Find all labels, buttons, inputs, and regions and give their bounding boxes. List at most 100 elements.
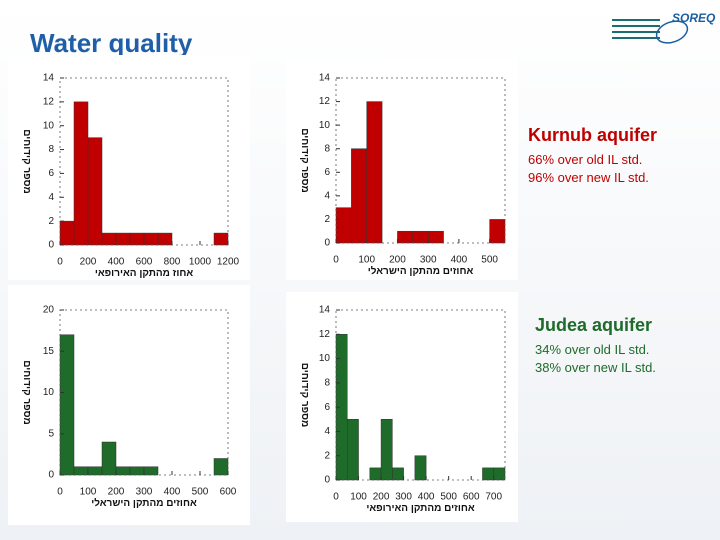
bar [493,467,506,481]
y-tick-label: 14 [319,73,331,84]
panel-background [286,58,518,280]
y-tick-label: 4 [324,426,330,437]
x-tick-label: 600 [463,492,480,503]
bar [412,230,429,244]
y-tick-label: 0 [324,238,330,249]
x-tick-label: 200 [373,492,390,503]
y-axis-label: מספר קידוחים [21,129,32,194]
y-tick-label: 0 [324,475,330,486]
y-tick-label: 10 [319,120,331,131]
bar [87,466,103,476]
bar [59,220,75,246]
bar [143,232,159,246]
x-tick-label: 300 [136,487,153,498]
y-tick-label: 20 [43,305,55,316]
x-tick-label: 100 [358,255,375,266]
slide-title: Water quality [30,28,193,58]
x-tick-label: 0 [57,257,63,268]
x-tick-label: 0 [333,255,339,266]
bar [369,467,382,481]
x-tick-label: 1200 [217,257,240,268]
bar [392,467,404,481]
note-heading: Kurnub aquifer [528,125,657,145]
x-tick-label: 400 [108,257,125,268]
x-tick-label: 400 [418,492,435,503]
x-tick-label: 300 [395,492,412,503]
bar [414,455,427,481]
bar [115,232,131,246]
x-tick-label: 300 [420,255,437,266]
bar [73,101,89,246]
bar [129,466,145,476]
x-axis-label: אחוזים מהתקן הישראלי [368,265,474,277]
x-tick-label: 0 [57,487,63,498]
x-tick-label: 400 [164,487,181,498]
y-tick-label: 14 [43,73,55,84]
note-line: 34% over old IL std. [535,342,649,357]
y-tick-label: 10 [319,353,331,364]
x-tick-label: 100 [80,487,97,498]
chart-panel: 0 2 4 6 8 10 12 14 0 100 200 300 400 500 אחוזים מהתקן … [286,58,518,280]
panel-background [286,292,518,522]
bar [87,137,103,246]
y-tick-label: 0 [48,240,54,251]
x-tick-label: 200 [108,487,125,498]
logo: SOREQ [612,11,716,44]
panel-background [8,285,250,525]
y-tick-label: 8 [324,143,330,154]
y-tick-label: 8 [324,377,330,388]
bar [59,334,75,476]
y-tick-label: 8 [48,144,54,155]
x-tick-label: 600 [220,487,237,498]
bar [351,148,367,244]
y-tick-label: 10 [43,387,55,398]
bar [335,207,352,244]
x-axis-label: אחוז מהתקן האירופאי [95,268,194,279]
x-tick-label: 500 [192,487,209,498]
bar [157,232,173,246]
logo-text: SOREQ [672,11,716,25]
y-tick-label: 12 [319,329,331,340]
y-tick-label: 15 [43,346,55,357]
x-tick-label: 500 [481,255,498,266]
y-tick-label: 12 [43,96,55,107]
bar [347,419,359,481]
bar [213,232,229,246]
y-axis-label: מספר קידוחים [299,363,310,428]
y-tick-label: 6 [48,168,54,179]
y-tick-label: 4 [48,192,54,203]
y-tick-label: 6 [324,402,330,413]
note-line: 66% over old IL std. [528,152,642,167]
bar [397,230,414,244]
bar [427,230,444,244]
x-tick-label: 0 [333,492,339,503]
bar [489,219,506,244]
bar [380,419,393,481]
y-axis-label: מספר קידוחים [21,360,32,425]
bar [129,232,145,246]
x-tick-label: 400 [451,255,468,266]
bar [73,466,89,476]
bar [115,466,131,476]
note-line: 96% over new IL std. [528,170,649,185]
x-tick-label: 700 [485,492,502,503]
chart-panel: 0 2 4 6 8 10 12 14 0 100 200 300 400 500 600 700 אחוזים … [286,292,518,522]
y-tick-label: 0 [48,470,54,481]
x-tick-label: 100 [350,492,367,503]
x-tick-label: 600 [136,257,153,268]
y-axis-label: מספר קידוחים [299,128,310,193]
y-tick-label: 14 [319,305,331,316]
y-tick-label: 2 [324,450,330,461]
x-axis-label: אחוזים מהתקן האירופאי [366,503,475,514]
note-line: 38% over new IL std. [535,360,656,375]
y-tick-label: 6 [324,167,330,178]
plot-frame [59,77,229,246]
bar [101,441,117,476]
note-heading: Judea aquifer [535,315,652,335]
x-tick-label: 200 [389,255,406,266]
plot-frame [335,77,506,244]
y-tick-label: 2 [48,216,54,227]
